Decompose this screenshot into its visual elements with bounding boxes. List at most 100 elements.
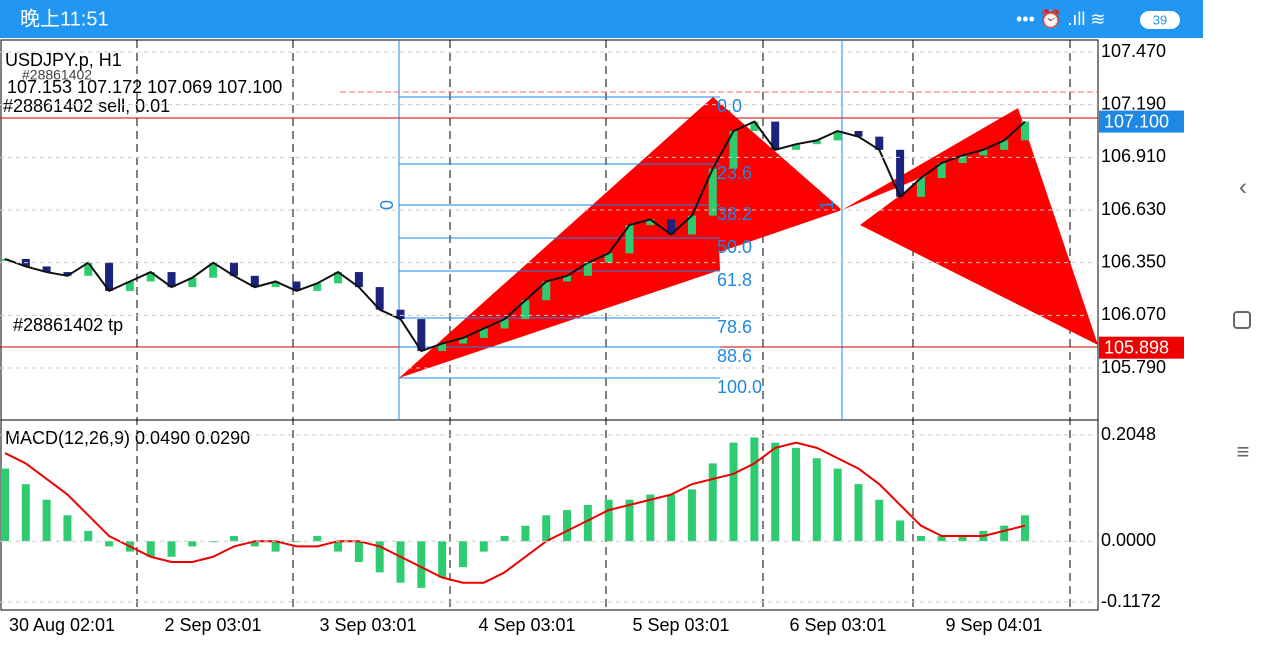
clock: 晚上11:51 (20, 7, 109, 30)
macd-bar (792, 447, 801, 542)
macd-bar (916, 536, 925, 542)
candle (479, 328, 488, 338)
candle (1000, 140, 1009, 150)
price-tag (1099, 336, 1184, 359)
candle (438, 343, 447, 352)
price-tick-label: 106.350 (1101, 251, 1166, 271)
status-bar (0, 0, 1203, 38)
candle (625, 225, 634, 254)
macd-bar (604, 499, 613, 542)
macd-bar (708, 463, 717, 542)
price-tag (1099, 110, 1184, 133)
candle (105, 262, 114, 291)
macd-bar (84, 530, 93, 542)
order-label: #28861402 sell, 0.01 (3, 96, 170, 116)
macd-bar (1000, 525, 1009, 542)
candle (916, 178, 925, 197)
candle (458, 337, 467, 344)
candle (979, 149, 988, 156)
candle (896, 149, 905, 197)
candle (209, 262, 218, 278)
candle (42, 266, 51, 273)
macd-bar (958, 536, 967, 542)
x-tick-label: 3 Sep 03:01 (319, 615, 416, 635)
candle (229, 262, 238, 276)
x-tick-label: 4 Sep 03:01 (478, 615, 575, 635)
macd-bar (105, 541, 114, 547)
price-tick-label: 106.630 (1101, 199, 1166, 219)
fib-label: 100.0 (717, 377, 762, 397)
tp-label: #28861402 tp (13, 315, 123, 335)
battery (1140, 11, 1180, 29)
candle (750, 121, 759, 131)
ohlc: 107.153 107.172 107.069 107.100 (7, 77, 282, 97)
x-tick-label: 30 Aug 02:01 (9, 615, 115, 635)
macd-bar (625, 499, 634, 542)
macd-bar (229, 536, 238, 542)
macd-bar (833, 468, 842, 542)
candle (521, 300, 530, 320)
candle (271, 281, 280, 288)
candle (84, 262, 93, 276)
candle (833, 131, 842, 141)
macd-bar (812, 458, 821, 542)
price-tick-label: 107.190 (1101, 93, 1166, 113)
macd-bar (334, 541, 343, 552)
home-button[interactable] (1233, 311, 1251, 329)
candle (542, 281, 551, 301)
macd-tick-label: 0.2048 (1101, 424, 1156, 444)
x-tick-label: 5 Sep 03:01 (632, 615, 729, 635)
macd-bar (188, 541, 197, 547)
macd-bar (896, 520, 905, 542)
macd-bar (667, 494, 676, 542)
x-tick-label: 6 Sep 03:01 (789, 615, 886, 635)
candle (687, 215, 696, 235)
macd-bar (146, 541, 155, 557)
macd-bar (313, 536, 322, 542)
macd-bar (542, 515, 551, 542)
macd-bar (458, 541, 467, 568)
menu-button[interactable]: ≡ (1237, 439, 1250, 464)
candle (729, 131, 738, 169)
fib-marker: 0 (377, 200, 397, 210)
macd-bar (271, 541, 280, 552)
candle (396, 309, 405, 320)
macd-bar (438, 541, 447, 578)
macd-bar (479, 541, 488, 552)
macd-bar (42, 499, 51, 542)
candle (63, 272, 72, 276)
macd-bar (854, 484, 863, 542)
macd-bar (937, 536, 946, 542)
fib-label: 78.6 (717, 317, 752, 337)
candle (812, 140, 821, 145)
candle (1021, 121, 1029, 141)
fib-label: 38.2 (717, 204, 752, 224)
macd-bar (771, 442, 780, 542)
macd-bar (687, 489, 696, 542)
candle (708, 168, 717, 216)
macd-tick-label: 0.0000 (1101, 530, 1156, 550)
x-tick-label: 9 Sep 04:01 (945, 615, 1042, 635)
harmonic-leg (842, 108, 1018, 210)
harmonic-leg (860, 108, 1098, 345)
macd-bar (500, 536, 509, 542)
candle (375, 287, 384, 310)
candle (292, 281, 301, 291)
candle (563, 275, 572, 282)
fib-label: 23.6 (717, 163, 752, 183)
nav-bar (1203, 0, 1280, 640)
candle (667, 219, 676, 235)
fib-label: 61.8 (717, 270, 752, 290)
macd-bar (646, 494, 655, 542)
back-button[interactable]: ‹ (1239, 173, 1247, 200)
candle (604, 253, 613, 263)
macd-tick-label: -0.1172 (1101, 591, 1161, 611)
candle (354, 272, 363, 288)
candle (188, 277, 197, 288)
candle (417, 319, 426, 352)
price-tick-label: 105.790 (1101, 357, 1166, 377)
macd-bar (563, 510, 572, 542)
x-tick-label: 2 Sep 03:01 (164, 615, 261, 635)
